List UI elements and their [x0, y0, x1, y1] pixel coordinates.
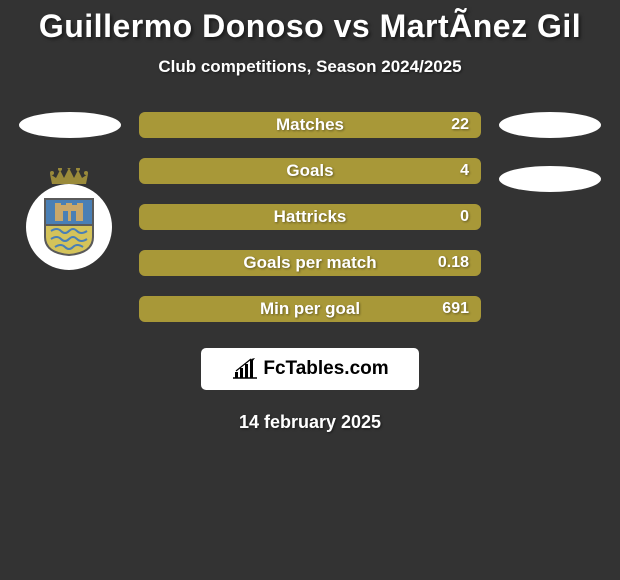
player1-ellipse	[19, 112, 121, 138]
branding-box: FcTables.com	[201, 348, 419, 390]
shield-icon	[43, 197, 95, 257]
stat-label: Matches	[276, 115, 344, 135]
stat-value: 4	[460, 162, 469, 180]
stat-label: Min per goal	[260, 299, 360, 319]
brand-text: FcTables.com	[263, 358, 388, 380]
stat-row-goals: Goals 4	[139, 158, 481, 184]
stat-label: Goals	[286, 161, 333, 181]
stat-row-min-per-goal: Min per goal 691	[139, 296, 481, 322]
stat-row-hattricks: Hattricks 0	[139, 204, 481, 230]
stat-value: 0	[460, 208, 469, 226]
comparison-title: Guillermo Donoso vs MartÃ­nez Gil	[0, 8, 620, 45]
chart-icon	[231, 358, 259, 380]
stat-value: 0.18	[438, 254, 469, 272]
footer-date: 14 february 2025	[0, 412, 620, 433]
stat-row-goals-per-match: Goals per match 0.18	[139, 250, 481, 276]
stat-value: 691	[442, 300, 469, 318]
crown-icon	[48, 168, 90, 184]
player2-ellipse-2	[499, 166, 601, 192]
stat-label: Goals per match	[243, 253, 376, 273]
stat-label: Hattricks	[274, 207, 347, 227]
club-crest	[19, 170, 119, 270]
stat-value: 22	[451, 116, 469, 134]
comparison-subtitle: Club competitions, Season 2024/2025	[0, 57, 620, 77]
comparison-content: Matches 22 Goals 4 Hattricks 0 Goals per…	[0, 112, 620, 322]
stats-column: Matches 22 Goals 4 Hattricks 0 Goals per…	[139, 112, 481, 322]
stat-row-matches: Matches 22	[139, 112, 481, 138]
player-right-column	[499, 112, 601, 192]
player-left-column	[19, 112, 121, 270]
player2-ellipse-1	[499, 112, 601, 138]
